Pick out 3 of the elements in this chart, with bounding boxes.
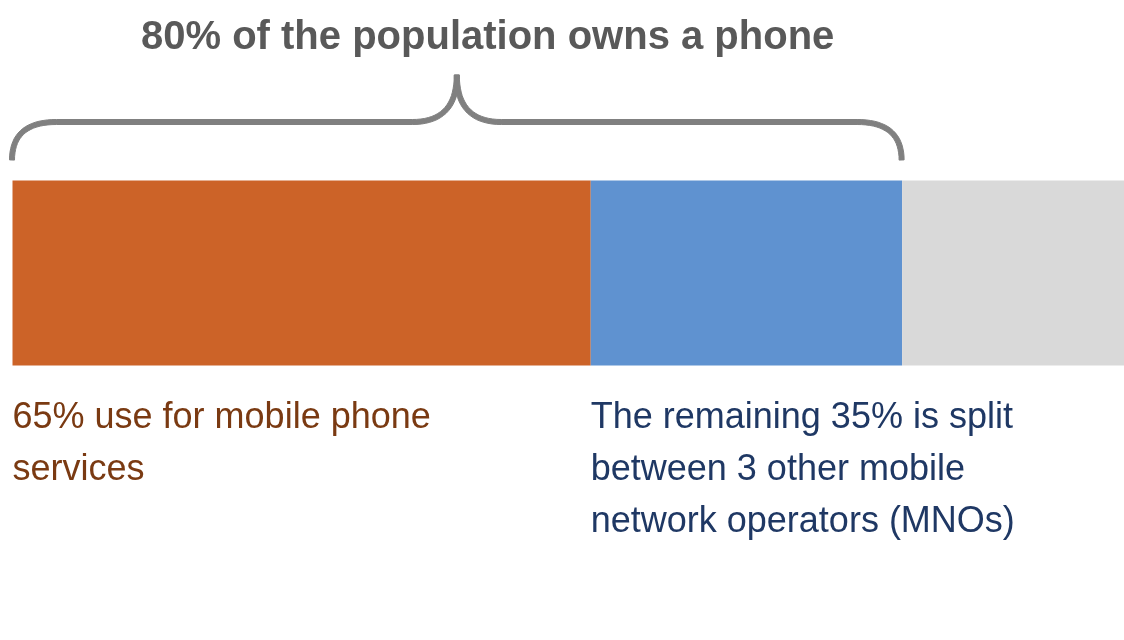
text: The remaining 35% is split between 3 other mobile network operators (MNOs): [590, 395, 1015, 540]
text: 65% use for mobile phone services: [12, 395, 431, 488]
chart-title: 80% of the population owns a phone: [141, 12, 835, 59]
